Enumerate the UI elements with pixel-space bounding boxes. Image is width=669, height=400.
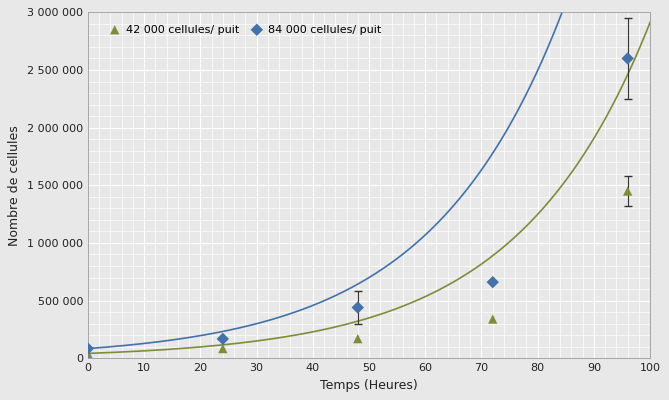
84 000 cellules/ puit — [353, 304, 363, 311]
X-axis label: Temps (Heures): Temps (Heures) — [320, 379, 418, 392]
42 000 cellules/ puit — [82, 350, 93, 357]
84 000 cellules/ puit — [622, 55, 633, 62]
42 000 cellules/ puit — [488, 316, 498, 322]
42 000 cellules/ puit — [622, 188, 633, 194]
42 000 cellules/ puit — [217, 345, 228, 352]
84 000 cellules/ puit — [217, 336, 228, 342]
Legend: 42 000 cellules/ puit, 84 000 cellules/ puit: 42 000 cellules/ puit, 84 000 cellules/ … — [104, 21, 385, 38]
42 000 cellules/ puit — [353, 336, 363, 342]
Y-axis label: Nombre de cellules: Nombre de cellules — [8, 125, 21, 246]
84 000 cellules/ puit — [488, 279, 498, 285]
84 000 cellules/ puit — [82, 345, 93, 352]
